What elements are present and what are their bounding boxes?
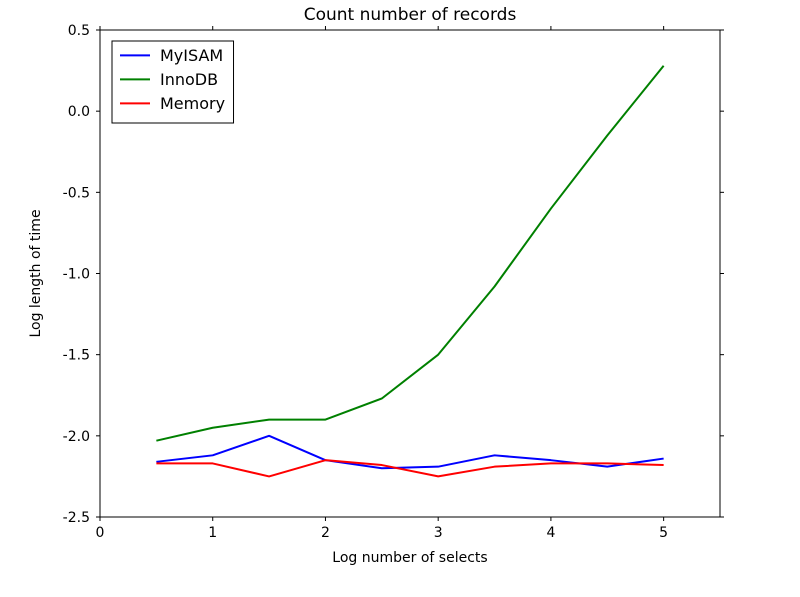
x-tick-label: 0 <box>96 525 105 541</box>
legend-label: MyISAM <box>160 46 223 65</box>
x-tick-label: 3 <box>434 525 443 541</box>
x-tick-label: 1 <box>208 525 217 541</box>
y-tick-label: 0.5 <box>68 23 90 39</box>
y-tick-label: -0.5 <box>63 185 90 201</box>
legend-label: InnoDB <box>160 70 218 89</box>
x-tick-label: 4 <box>546 525 555 541</box>
chart-title: Count number of records <box>304 5 517 25</box>
y-axis-label: Log length of time <box>28 209 44 337</box>
y-tick-label: 0.0 <box>68 104 90 120</box>
chart-container: 0 1 2 3 4 5 -2.5 -2.0 -1.5 -1.0 -0.5 0.0 0.5 Log numb… <box>0 0 800 597</box>
line-chart: 0 1 2 3 4 5 -2.5 -2.0 -1.5 -1.0 -0.5 0.0 0.5 Log numb… <box>0 0 800 597</box>
x-tick-label: 2 <box>321 525 330 541</box>
y-tick-label: -1.5 <box>63 348 90 364</box>
y-tick-label: -1.0 <box>63 267 90 283</box>
y-tick-label: -2.0 <box>63 429 90 445</box>
legend-label: Memory <box>160 94 225 113</box>
y-tick-label: -2.5 <box>63 510 90 526</box>
x-axis-label: Log number of selects <box>332 550 487 566</box>
x-tick-label: 5 <box>659 525 668 541</box>
